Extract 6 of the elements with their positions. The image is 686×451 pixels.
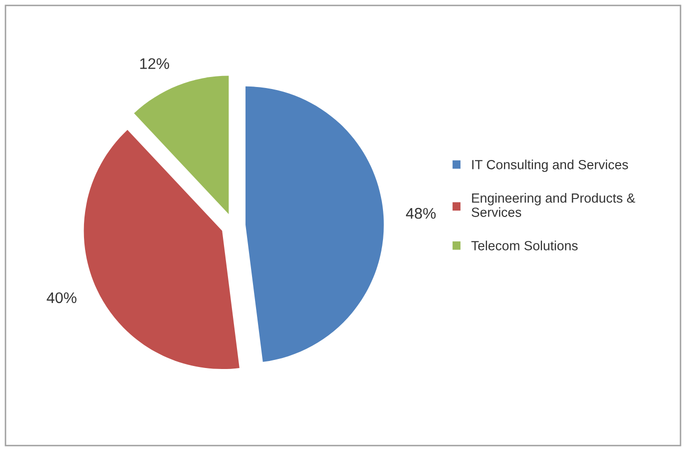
legend-label: Telecom Solutions [471, 240, 578, 250]
legend-label: Engineering and Products & Services [472, 193, 636, 217]
data-label: 48% [406, 208, 436, 219]
legend-label: IT Consulting and Services [472, 160, 628, 172]
data-label: 40% [46, 292, 76, 304]
data-label: 12% [140, 58, 170, 69]
